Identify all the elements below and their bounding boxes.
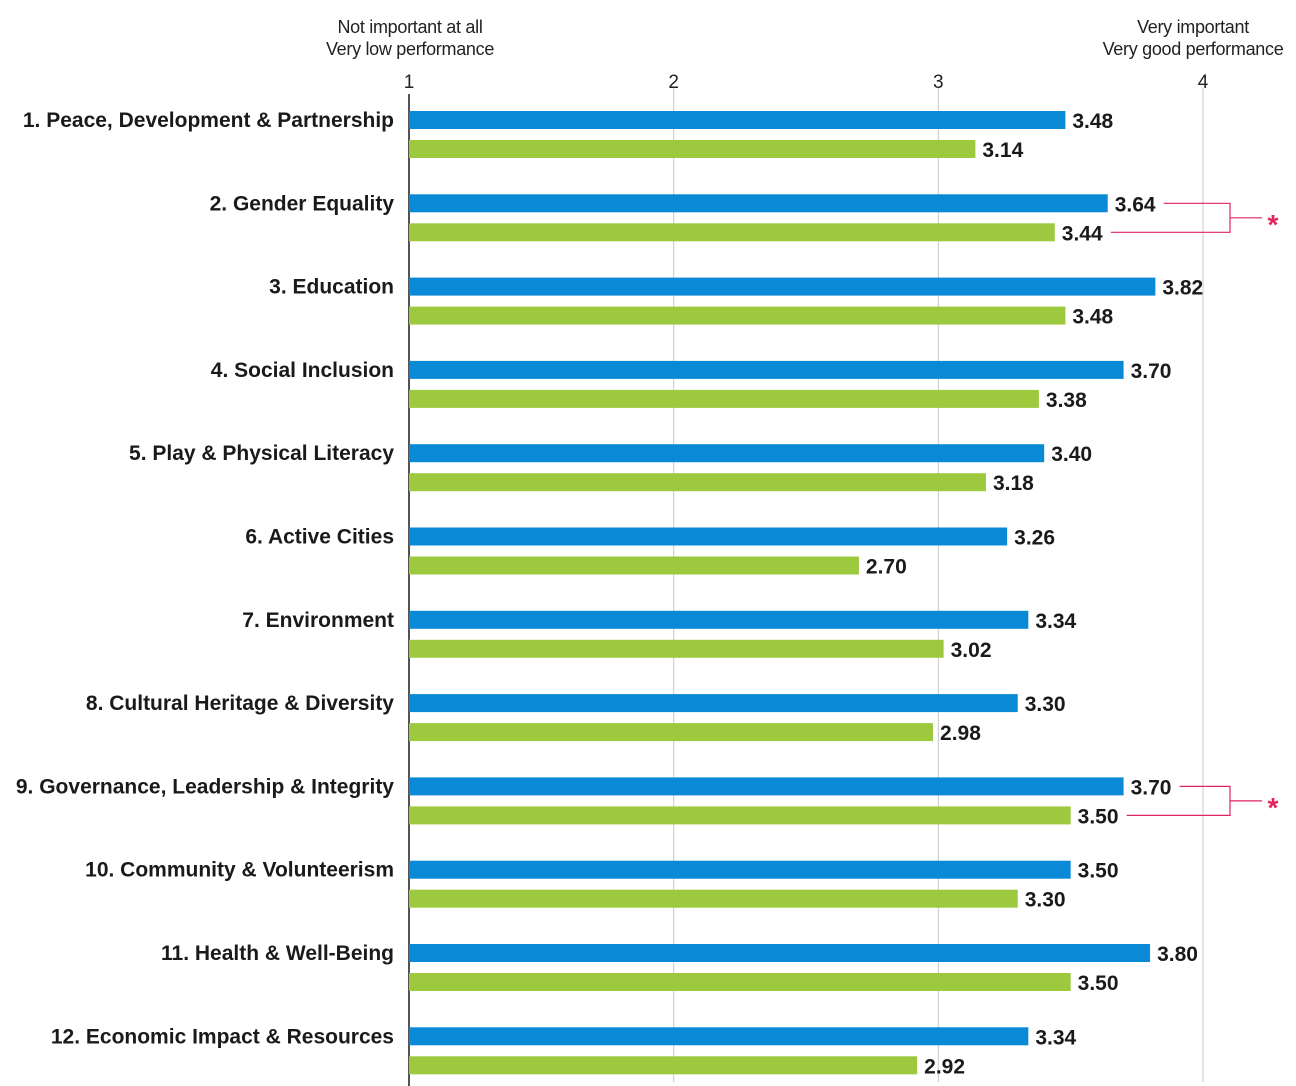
bar-performance [409,1056,918,1075]
bar-importance [409,527,1008,546]
bar-value-label: 3.34 [1035,610,1076,633]
bar-value-label: 3.40 [1051,443,1092,466]
bar-performance [409,389,1039,408]
bar-value-label: 3.50 [1078,805,1119,828]
bar-value-label: 3.30 [1025,889,1066,912]
bar-value-label: 2.70 [866,556,907,579]
bar-performance [409,889,1018,908]
bar-value-label: 3.30 [1025,693,1066,716]
bar-importance [409,610,1029,629]
bar-importance [409,194,1108,213]
bar-importance [409,860,1071,879]
bar-value-label: 2.92 [924,1055,965,1078]
bar-value-label: 3.48 [1072,306,1113,329]
bar-value-label: 3.26 [1014,527,1055,550]
category-label: 4. Social Inclusion [211,359,394,382]
bar-value-label: 3.48 [1072,110,1113,133]
axis-note-right-line2: Very good performance [1102,39,1284,59]
bar-value-label: 2.98 [940,722,981,745]
significance-marker: * [1268,792,1279,823]
bar-value-label: 3.82 [1162,277,1203,300]
bar-performance [409,140,976,158]
bar-importance [409,777,1124,796]
category-label: 3. Education [269,276,394,299]
category-label: 12. Economic Impact & Resources [51,1025,394,1048]
axis-note-right: Very important Very good performance [1090,16,1296,60]
bar-value-label: 3.70 [1131,776,1172,799]
bar-value-label: 3.14 [982,139,1023,162]
axis-note-left-line2: Very low performance [325,39,495,59]
x-tick-label-2: 2 [668,72,679,93]
bar-value-label: 3.02 [951,639,992,662]
bar-importance [409,277,1156,296]
bar-performance [409,723,934,742]
bar-value-label: 3.64 [1115,193,1156,216]
x-tick-label-3: 3 [933,72,944,93]
significance-marker: * [1268,209,1279,240]
bar-importance [409,360,1124,379]
bar-performance [409,639,944,658]
category-label: 10. Community & Volunteerism [85,859,394,882]
axis-note-left-line1: Not important at all [337,17,483,37]
category-label: 6. Active Cities [245,526,394,549]
bar-value-label: 3.80 [1157,943,1198,966]
bar-performance [409,973,1071,991]
axis-note-left: Not important at all Very low performanc… [300,16,520,60]
category-label: 1. Peace, Development & Partnership [23,109,394,132]
bar-value-label: 3.18 [993,472,1034,495]
bar-performance [409,223,1055,242]
category-label: 11. Health & Well-Being [161,942,394,965]
bar-importance [409,944,1151,962]
bar-value-label: 3.38 [1046,389,1087,412]
bar-importance [409,1027,1029,1046]
bar-value-label: 3.34 [1035,1026,1076,1049]
bar-value-label: 3.70 [1131,360,1172,383]
axis-note-right-line1: Very important [1137,17,1249,37]
bar-importance [409,694,1018,713]
category-label: 9. Governance, Leadership & Integrity [16,775,394,798]
bar-value-label: 3.44 [1062,222,1103,245]
bar-performance [409,306,1066,325]
bar-importance [409,444,1045,463]
bar-performance [409,806,1071,825]
bar-value-label: 3.50 [1078,972,1119,995]
x-tick-label-1: 1 [404,72,415,93]
category-label: 8. Cultural Heritage & Diversity [86,692,394,715]
bar-value-label: 3.50 [1078,860,1119,883]
bar-performance [409,556,859,575]
bar-importance [409,111,1066,129]
category-label: 2. Gender Equality [210,192,395,215]
category-label: 7. Environment [242,609,394,632]
bar-performance [409,473,986,492]
category-label: 5. Play & Physical Literacy [129,442,394,465]
x-tick-label-4: 4 [1198,72,1209,93]
